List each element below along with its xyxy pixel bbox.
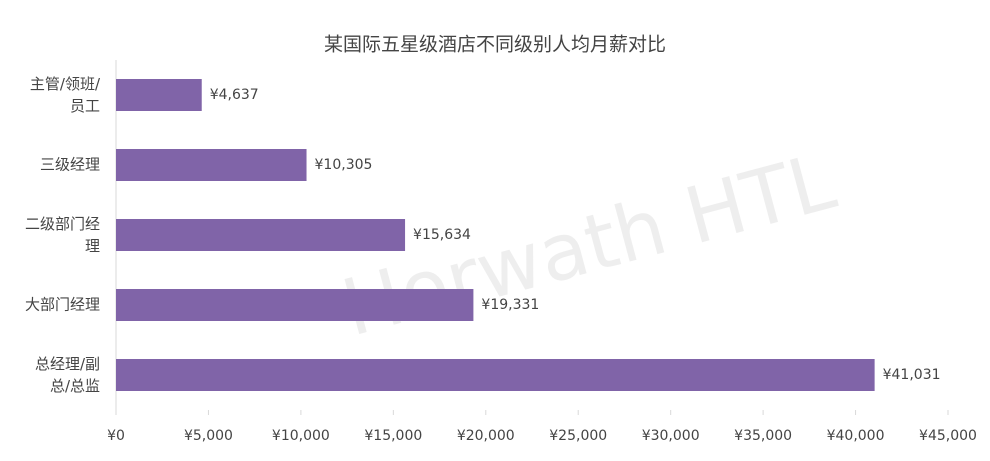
chart-title: 某国际五星级酒店不同级别人均月薪对比	[324, 34, 666, 56]
bar	[116, 359, 875, 391]
x-tick-label: ¥15,000	[364, 428, 422, 444]
x-tick-label: ¥0	[107, 428, 125, 444]
label-line: 二级部门经	[25, 215, 100, 233]
label-line: 员工	[70, 97, 100, 115]
x-tick-label: ¥5,000	[184, 428, 233, 444]
y-tick-label: 大部门经理	[25, 296, 100, 314]
x-tick-label: ¥20,000	[457, 428, 515, 444]
y-tick-label: 总经理/副总/总监	[35, 355, 100, 395]
y-tick-label: 主管/领班/员工	[30, 75, 101, 115]
x-tick-label: ¥10,000	[272, 428, 330, 444]
value-label: ¥19,331	[481, 297, 539, 313]
bar	[116, 149, 307, 181]
label-line: 理	[85, 237, 100, 255]
x-tick-label: ¥40,000	[827, 428, 885, 444]
x-tick-label: ¥35,000	[734, 428, 792, 444]
value-label: ¥4,637	[210, 87, 259, 103]
y-tick-label: 三级经理	[40, 156, 100, 174]
x-tick-label: ¥25,000	[549, 428, 607, 444]
label-line: 总经理/副	[35, 355, 100, 373]
y-tick-label: 二级部门经理	[25, 215, 100, 255]
bar	[116, 79, 202, 111]
x-tick-label: ¥30,000	[642, 428, 700, 444]
bar	[116, 219, 406, 251]
value-label: ¥41,031	[883, 367, 941, 383]
watermark: Horwath HTL	[333, 137, 844, 355]
value-label: ¥10,305	[315, 157, 373, 173]
value-label: ¥15,634	[413, 227, 471, 243]
bar	[116, 289, 474, 321]
x-tick-label: ¥45,000	[919, 428, 977, 444]
label-line: 总/总监	[50, 377, 100, 395]
label-line: 主管/领班/	[30, 75, 101, 93]
